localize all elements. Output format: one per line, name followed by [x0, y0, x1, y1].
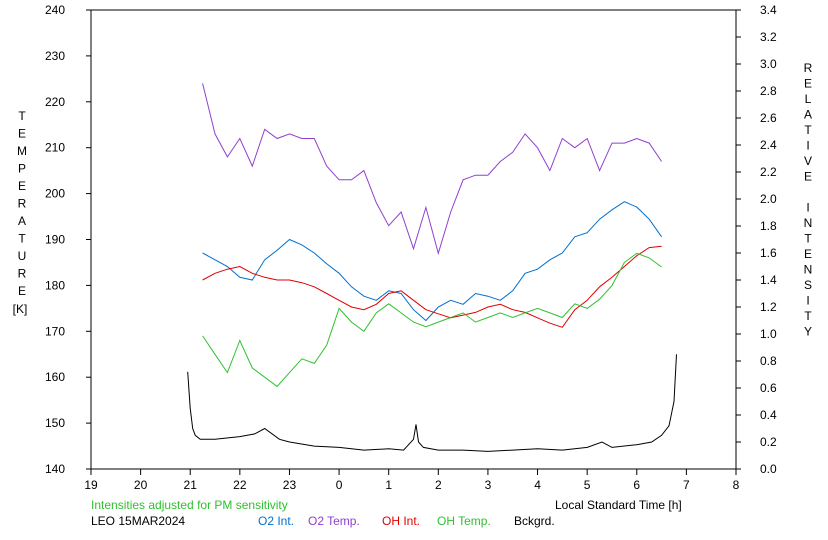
- y-left-tick-label: 240: [45, 3, 65, 17]
- y-left-tick-label: 200: [45, 187, 65, 201]
- y-right-label-letter: I: [806, 294, 809, 308]
- y-left-tick-label: 150: [45, 416, 65, 430]
- y-left-tick-label: 160: [45, 370, 65, 384]
- y-right-tick-label: 1.0: [760, 327, 777, 341]
- legend-bckgrd: Bckgrd.: [514, 514, 555, 528]
- y-left-tick-label: 230: [45, 49, 65, 63]
- y-right-tick-label: 1.4: [760, 273, 777, 287]
- y-right-tick-label: 1.8: [760, 219, 777, 233]
- y-left-tick-label: 210: [45, 141, 65, 155]
- y-right-label-letter: T: [804, 309, 812, 323]
- y-right-label-letter: T: [804, 232, 812, 246]
- y-right-tick-label: 0.4: [760, 408, 777, 422]
- x-tick-label: 8: [733, 478, 740, 492]
- x-tick-label: 20: [134, 478, 148, 492]
- legend-o2-temp: O2 Temp.: [308, 514, 360, 528]
- y-right-label-letter: I: [806, 139, 809, 153]
- y-right-tick-label: 0.6: [760, 381, 777, 395]
- y-right-label-letter: Y: [804, 325, 812, 339]
- y-left-label-letter: U: [18, 249, 27, 263]
- y-left-tick-label: 190: [45, 233, 65, 247]
- y-left-label-letter: E: [18, 284, 26, 298]
- y-left-tick-label: 220: [45, 95, 65, 109]
- y-right-tick-label: 2.8: [760, 84, 777, 98]
- y-left-tick-label: 180: [45, 278, 65, 292]
- x-tick-label: 6: [633, 478, 640, 492]
- y-right-tick-label: 0.0: [760, 462, 777, 476]
- y-right-label-letter: L: [805, 92, 812, 106]
- y-left-label-letter: E: [18, 127, 26, 141]
- legend-o2-int: O2 Int.: [258, 514, 295, 528]
- y-right-label-letter: E: [804, 170, 812, 184]
- series-layer: [187, 83, 677, 452]
- series-line-bckgrd: [187, 354, 677, 452]
- x-tick-label: 22: [233, 478, 247, 492]
- series-line-oh-int: [202, 245, 662, 328]
- y-left-label-letter: R: [18, 267, 27, 281]
- x-tick-label: 21: [184, 478, 198, 492]
- y-right-label-letter: S: [804, 278, 812, 292]
- x-tick-label: 2: [435, 478, 442, 492]
- y-right-tick-label: 0.2: [760, 435, 777, 449]
- y-left-label-letter: P: [18, 162, 26, 176]
- y-left-tick-label: 140: [45, 462, 65, 476]
- axes-layer: 19 20 21 22 23 0 1 2 3 4 5 6 7 8140150160170180190200…: [13, 3, 813, 492]
- y-right-tick-label: 2.6: [760, 111, 777, 125]
- x-tick-label: 1: [385, 478, 392, 492]
- y-right-label-letter: E: [804, 77, 812, 91]
- y-left-unit-label: [K]: [13, 302, 28, 316]
- y-right-label-letter: E: [804, 247, 812, 261]
- y-left-label-letter: M: [17, 144, 27, 158]
- station-date-label: LEO 15MAR2024: [91, 514, 186, 528]
- x-tick-label: 19: [84, 478, 98, 492]
- plot-frame: [90, 9, 737, 470]
- y-left-label-letter: T: [18, 232, 26, 246]
- y-right-tick-label: 2.4: [760, 138, 777, 152]
- y-right-label-letter: R: [804, 61, 813, 75]
- series-line-o2-temp: [202, 83, 663, 256]
- y-right-tick-label: 3.0: [760, 57, 777, 71]
- y-left-label-letter: A: [18, 214, 26, 228]
- y-right-tick-label: 1.6: [760, 246, 777, 260]
- y-right-label-letter: T: [804, 123, 812, 137]
- y-right-label-letter: V: [804, 154, 812, 168]
- y-right-label-letter: N: [804, 263, 813, 277]
- y-right-tick-label: 2.2: [760, 165, 777, 179]
- y-right-tick-label: 0.8: [760, 354, 777, 368]
- y-left-label-letter: R: [18, 197, 27, 211]
- y-right-tick-label: 3.2: [760, 30, 777, 44]
- y-right-label-letter: I: [806, 201, 809, 215]
- x-tick-label: 7: [683, 478, 690, 492]
- adjustment-note: Intensities adjusted for PM sensitivity: [91, 498, 288, 512]
- legend-oh-int: OH Int.: [382, 514, 421, 528]
- y-right-tick-label: 3.4: [760, 3, 777, 17]
- y-right-tick-label: 2.0: [760, 192, 777, 206]
- x-tick-label: 23: [283, 478, 297, 492]
- x-tick-label: 5: [584, 478, 591, 492]
- x-tick-label: 0: [336, 478, 343, 492]
- y-right-label-letter: N: [804, 216, 813, 230]
- x-tick-label: 4: [534, 478, 541, 492]
- x-tick-label: 3: [485, 478, 492, 492]
- legend-oh-temp: OH Temp.: [437, 514, 491, 528]
- series-line-oh-temp: [202, 252, 662, 388]
- y-right-label-letter: A: [804, 108, 812, 122]
- y-right-tick-label: 1.2: [760, 300, 777, 314]
- y-left-tick-label: 170: [45, 324, 65, 338]
- y-left-label-letter: T: [18, 109, 26, 123]
- y-left-label-letter: E: [18, 179, 26, 193]
- xaxis-label: Local Standard Time [h]: [555, 498, 682, 512]
- series-line-o2-int: [202, 201, 663, 322]
